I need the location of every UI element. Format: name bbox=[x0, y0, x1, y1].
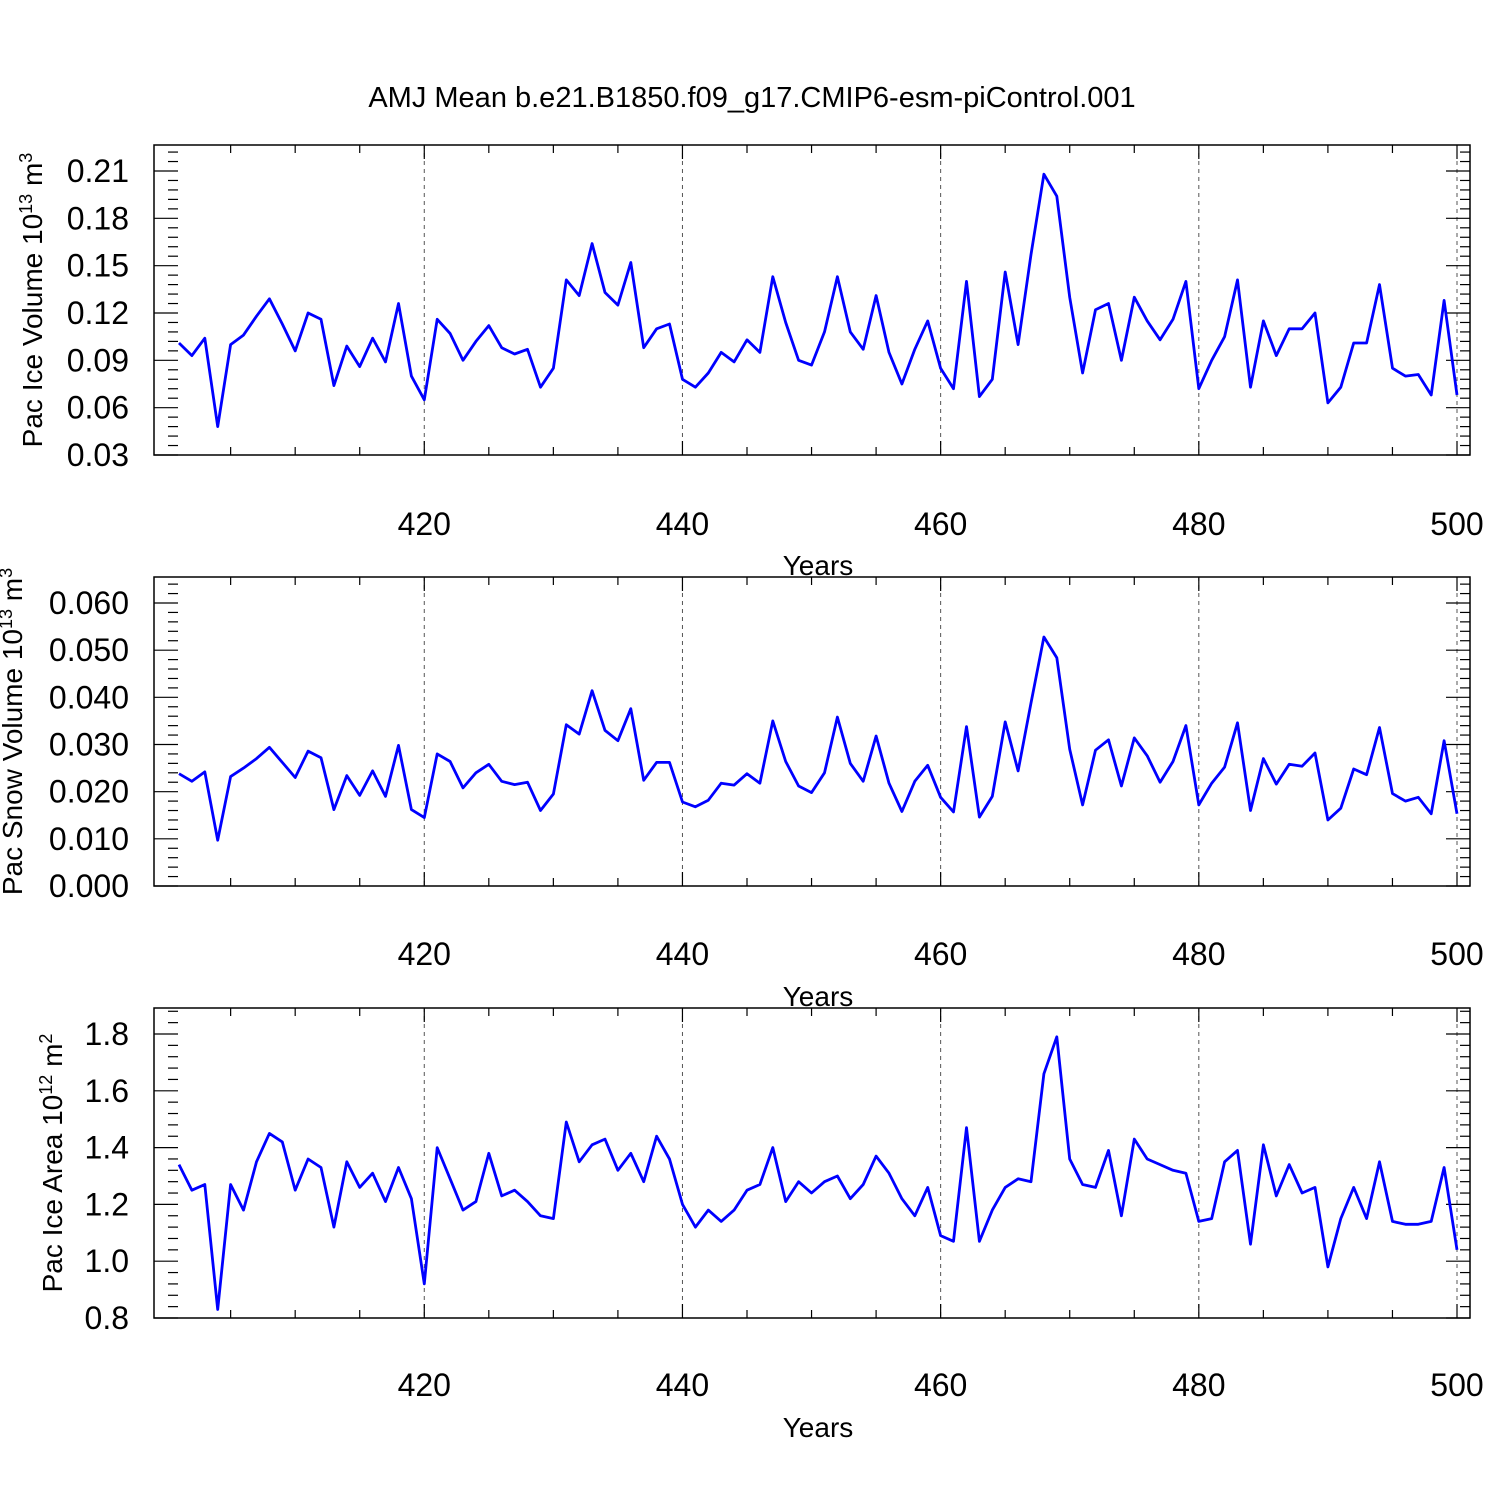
x-tick-label: 480 bbox=[1172, 1367, 1225, 1403]
plot-frame bbox=[153, 576, 1471, 887]
y-axis-title: Pac Snow Volume 1013 m3 bbox=[0, 568, 28, 895]
y-tick-label: 0.030 bbox=[49, 727, 129, 763]
y-axis-title: Pac Ice Area 1012 m2 bbox=[36, 1034, 68, 1293]
chart-panel-1: 420 440 460 480 500 0.03 0.06 0.09 0.12 0.15 0.18 0… bbox=[16, 144, 1484, 581]
x-tick-label: 440 bbox=[656, 1367, 709, 1403]
x-tick-label: 460 bbox=[914, 936, 967, 972]
x-tick-label: 500 bbox=[1430, 936, 1483, 972]
x-tick-label: 500 bbox=[1430, 1367, 1483, 1403]
y-tick-label: 1.6 bbox=[85, 1073, 129, 1109]
y-tick-label: 0.09 bbox=[67, 342, 129, 378]
x-tick-label: 420 bbox=[398, 1367, 451, 1403]
figure-title: AMJ Mean b.e21.B1850.f09_g17.CMIP6-esm-p… bbox=[368, 82, 1135, 114]
y-tick-label: 0.21 bbox=[67, 153, 129, 189]
x-tick-label: 460 bbox=[914, 506, 967, 542]
x-tick-label: 440 bbox=[656, 506, 709, 542]
data-series-line bbox=[178, 172, 1459, 429]
chart-panel-2: 420 440 460 480 500 0.000 0.010 0.020 0.030 0.040… bbox=[0, 568, 1484, 1012]
y-tick-label: 0.15 bbox=[67, 248, 129, 284]
x-tick-label: 460 bbox=[914, 1367, 967, 1403]
y-tick-label: 1.0 bbox=[85, 1243, 129, 1279]
x-tick-label: 420 bbox=[398, 506, 451, 542]
y-tick-label: 0.03 bbox=[67, 437, 129, 473]
data-series-line bbox=[177, 1035, 1459, 1311]
x-tick-label: 480 bbox=[1172, 936, 1225, 972]
y-tick-label: 0.18 bbox=[67, 200, 129, 236]
y-tick-label: 0.12 bbox=[67, 295, 129, 331]
y-tick-label: 0.010 bbox=[49, 821, 129, 857]
x-axis-title: Years bbox=[783, 550, 854, 581]
y-tick-label: 1.2 bbox=[85, 1186, 129, 1222]
y-tick-label: 1.8 bbox=[85, 1016, 129, 1052]
y-tick-label: 0.060 bbox=[49, 585, 129, 621]
x-axis-title: Years bbox=[783, 1412, 854, 1443]
y-tick-label: 0.050 bbox=[49, 632, 129, 668]
chart-panel-3: 420 440 460 480 500 0.8 1.0 1.2 1.4 1.6 1.8 Years Pa… bbox=[36, 1007, 1484, 1443]
y-tick-label: 0.06 bbox=[67, 390, 129, 426]
chart-panels: 420 440 460 480 500 0.03 0.06 0.09 0.12 0.15 0.18 0… bbox=[0, 144, 1484, 1443]
y-axis-title: Pac Ice Volume 1013 m3 bbox=[16, 153, 48, 448]
y-tick-label: 0.020 bbox=[49, 774, 129, 810]
x-tick-label: 480 bbox=[1172, 506, 1225, 542]
y-tick-label: 1.4 bbox=[85, 1130, 129, 1166]
y-tick-label: 0.8 bbox=[85, 1300, 129, 1336]
y-tick-label: 0.040 bbox=[49, 679, 129, 715]
x-tick-label: 440 bbox=[656, 936, 709, 972]
data-series-line bbox=[178, 635, 1459, 842]
plot-frame bbox=[153, 1007, 1471, 1319]
x-tick-label: 500 bbox=[1430, 506, 1483, 542]
plot-frame bbox=[153, 144, 1471, 456]
x-tick-label: 420 bbox=[398, 936, 451, 972]
x-axis-title: Years bbox=[783, 981, 854, 1012]
y-tick-label: 0.000 bbox=[49, 868, 129, 904]
